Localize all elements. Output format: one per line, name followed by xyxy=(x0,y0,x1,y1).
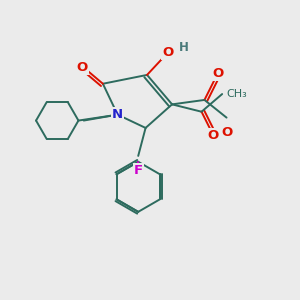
Text: CH₃: CH₃ xyxy=(226,89,247,99)
Text: F: F xyxy=(134,164,143,177)
Text: O: O xyxy=(221,126,232,140)
Text: O: O xyxy=(162,46,173,59)
Text: O: O xyxy=(208,129,219,142)
Text: H: H xyxy=(179,41,189,54)
Text: N: N xyxy=(112,108,123,121)
Text: O: O xyxy=(212,67,223,80)
Text: O: O xyxy=(77,61,88,74)
